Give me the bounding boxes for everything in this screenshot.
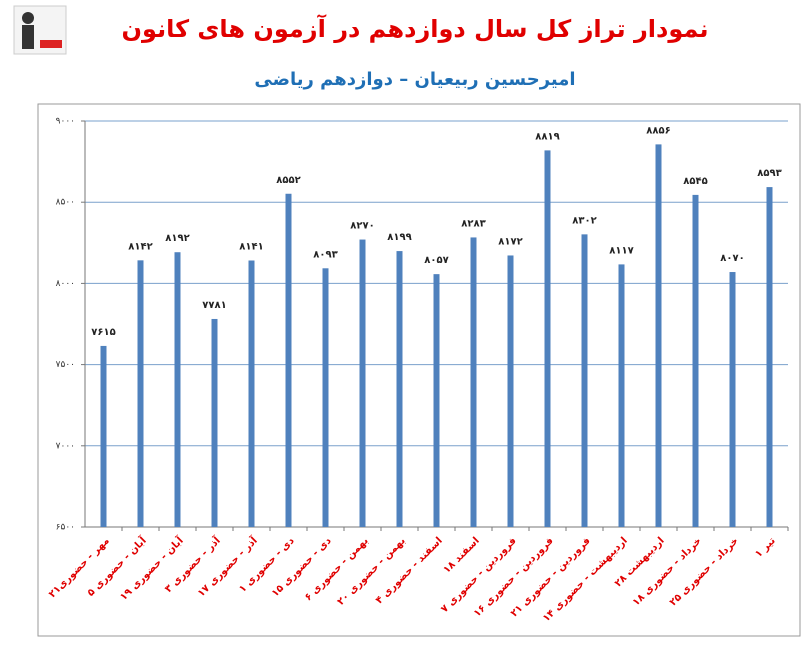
value-label: ۸۵۵۲ xyxy=(276,175,300,186)
value-label: ۸۱۴۱ xyxy=(239,242,263,253)
bar xyxy=(581,234,588,527)
x-tick-label: ۱ تیر xyxy=(753,535,778,560)
bar xyxy=(396,251,403,527)
value-label: ۸۱۷۲ xyxy=(498,236,522,247)
bar xyxy=(655,144,662,527)
bar xyxy=(507,255,514,527)
y-tick-label: ۸۰۰۰ xyxy=(56,279,75,289)
value-label: ۸۰۵۷ xyxy=(424,255,448,266)
x-tick-label: ۲۵ خرداد - حضوری xyxy=(668,535,741,608)
value-label: ۸۵۹۳ xyxy=(757,168,781,179)
x-tick-label: ۶ بهمن - حضوری xyxy=(303,535,371,603)
value-label: ۸۸۱۹ xyxy=(535,131,559,142)
bar xyxy=(100,345,107,527)
y-tick-label: ۷۰۰۰ xyxy=(56,441,75,451)
bar xyxy=(692,194,699,527)
value-label: ۸۵۴۵ xyxy=(683,176,707,187)
bar xyxy=(174,252,181,528)
x-tick-label: ۴ اسفند - حضوری xyxy=(374,535,445,606)
y-tick-label: ۹۰۰۰ xyxy=(56,117,75,127)
bar xyxy=(137,260,144,527)
bar xyxy=(729,272,736,527)
value-label: ۸۰۷۰ xyxy=(720,253,744,264)
value-label: ۸۲۸۳ xyxy=(461,218,485,229)
logo xyxy=(13,5,67,55)
value-label: ۸۳۰۲ xyxy=(572,215,596,226)
bar xyxy=(322,268,329,527)
x-tick-label: ۲۰ بهمن - حضوری xyxy=(336,535,408,607)
value-label: ۸۸۵۶ xyxy=(646,125,670,136)
bar xyxy=(544,150,551,527)
value-label: ۸۲۷۰ xyxy=(350,221,374,232)
y-tick-label: ۸۵۰۰ xyxy=(56,198,75,208)
y-tick-label: ۷۵۰۰ xyxy=(56,360,75,370)
value-label: ۸۱۹۲ xyxy=(165,233,189,244)
plot-frame xyxy=(37,103,801,637)
bar xyxy=(470,237,477,527)
value-label: ۷۶۱۵ xyxy=(91,327,115,338)
bar xyxy=(359,239,366,527)
x-tick-label: ۱۹ آبان - حضوری xyxy=(117,534,186,603)
bar xyxy=(248,260,255,527)
y-tick-label: ۶۵۰۰ xyxy=(56,523,75,533)
bar xyxy=(433,274,440,527)
x-tick-label: ۱۸ خرداد - حضوری xyxy=(631,535,704,608)
x-tick-label: ۲۱مهر - حضوری xyxy=(47,535,112,600)
chart-title: نمودار تراز کل سال دوازدهم در آزمون های … xyxy=(122,14,709,43)
chart-subtitle: امیرحسین ربیعیان – دوازدهم ریاضی xyxy=(254,69,575,90)
value-label: ۸۰۹۳ xyxy=(313,249,337,260)
bar xyxy=(766,187,773,527)
value-label: ۸۱۴۲ xyxy=(128,241,152,252)
value-label: ۸۱۹۹ xyxy=(387,232,411,243)
bar xyxy=(285,193,292,528)
value-label: ۷۷۸۱ xyxy=(202,300,226,311)
bar xyxy=(618,264,625,527)
bar xyxy=(211,318,218,527)
value-label: ۸۱۱۷ xyxy=(609,245,633,256)
